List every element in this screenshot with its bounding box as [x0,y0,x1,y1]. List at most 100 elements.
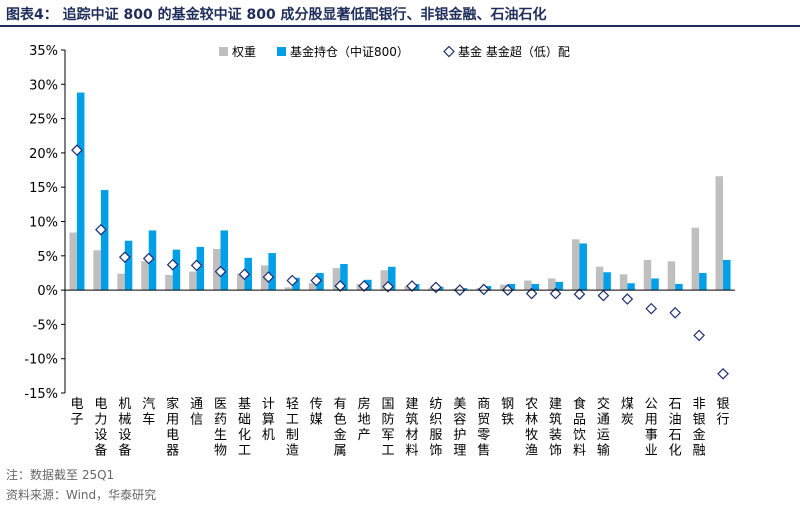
weight-bar [117,273,125,291]
weight-bar [308,283,317,291]
weight-bar [69,232,77,291]
diff-marker [334,280,347,292]
category-label: 美容护理 [453,397,466,459]
figure-title: 图表4： 追踪中证 800 的基金较中证 800 成分股显著低配银行、非银金融、… [6,7,547,23]
y-tick-label: -10% [24,353,58,368]
category-label: 房地产 [358,396,371,443]
diff-marker [142,252,155,265]
category-label: 食品饮料 [573,396,586,459]
diff-marker [190,259,203,272]
weight-bar [380,270,389,291]
diff-marker [573,288,586,301]
weight-bar [619,274,628,291]
category-label: 纺织服饰 [429,397,442,459]
holding-bar [340,264,348,291]
holding-bar [196,246,205,291]
category-label: 国防军工 [382,397,395,459]
holding-bar [100,189,109,291]
y-tick-label: -5% [33,318,58,333]
weight-bar [93,250,101,291]
y-tick-label: 30% [29,78,58,93]
holding-bar [292,277,300,291]
category-label: 机械设备 [118,397,131,459]
diff-marker [669,306,682,319]
legend-holding-label: 基金持仓（中证800） [290,44,409,59]
legend-holding-swatch [277,47,286,56]
y-tick-label: 0% [37,284,58,299]
category-label: 钢铁 [501,397,514,428]
category-label: 农林牧渔 [525,397,538,459]
bars [69,92,731,291]
holding-bar [675,283,683,291]
category-label: 汽车 [142,397,155,428]
holding-bar [603,272,611,291]
diff-marker [95,223,107,236]
weight-bar [284,287,293,291]
weight-bar [189,271,197,291]
diff-marker [693,329,705,342]
y-tick-label: -15% [24,387,58,402]
weight-bar [667,261,676,291]
category-label: 有色金属 [334,397,347,459]
holding-bar [172,249,181,291]
legend-weight-swatch [219,47,228,56]
category-label: 电力设备 [94,397,107,459]
weight-bar [332,268,341,291]
weight-bar [141,261,149,291]
diff-marker [71,144,83,157]
weight-bar [236,273,245,291]
holding-bar [555,281,564,291]
x-axis: 电子电力设备机械设备汽车家用电器通信医药生物基础化工计算机轻工制造传媒有色金属房… [65,289,735,459]
holding-bar [627,283,635,291]
holding-bar [651,278,659,291]
y-tick-label: 10% [29,216,58,231]
category-label: 煤炭 [621,397,634,428]
title-rule [0,25,800,27]
category-label: 医药生物 [214,397,227,459]
holding-bar [388,266,396,291]
category-label: 计算机 [262,397,275,443]
holding-bar [531,283,540,291]
legend-weight-label: 权重 [232,45,256,59]
diff-marker [406,280,418,292]
diff-marker [286,274,299,287]
category-label: 轻工制造 [286,397,299,459]
diff-marker [430,281,442,294]
diff-marker [621,293,634,305]
weight-bar [524,280,532,291]
y-tick-label: 20% [29,147,58,162]
holding-bar [268,253,276,291]
weight-bar [548,278,556,291]
diff-marker [310,274,323,287]
weight-bar [165,275,173,291]
holding-bar [220,230,229,291]
category-label: 银行 [717,397,730,428]
category-label: 公用事业 [645,397,658,459]
category-label: 非银金融 [693,397,706,459]
y-tick-label: 25% [29,113,58,128]
category-label: 商贸零售 [477,397,490,459]
diff-marker [358,280,370,292]
diff-marker [717,367,729,380]
y-axis: 35% 30% 25% 20% 15% 10% 5% 0% -5% -10% -15% [24,44,66,402]
y-tick-label: 35% [29,44,58,59]
y-tick-label: 5% [37,250,58,265]
legend-diff-marker [443,45,455,58]
category-label: 交通运输 [597,396,610,459]
category-label: 基础化工 [238,397,251,459]
diff-markers [71,144,729,380]
diff-marker [238,268,251,281]
diff-marker [597,289,610,302]
chart: 35% 30% 25% 20% 15% 10% 5% 0% -5% -10% -15% 电子电力设备… [24,44,735,459]
category-label: 建筑材料 [405,397,418,459]
diff-marker [525,287,538,300]
diff-marker [477,283,490,296]
weight-bar [691,227,700,291]
category-label: 传媒 [310,397,323,428]
diff-marker [262,271,275,283]
diff-marker [118,251,131,264]
category-label: 建筑装饰 [549,397,562,459]
holding-bar [124,240,133,291]
footnote: 注：数据截至 25Q1 [6,468,115,482]
source-note: 资料来源：Wind，华泰研究 [6,488,157,502]
